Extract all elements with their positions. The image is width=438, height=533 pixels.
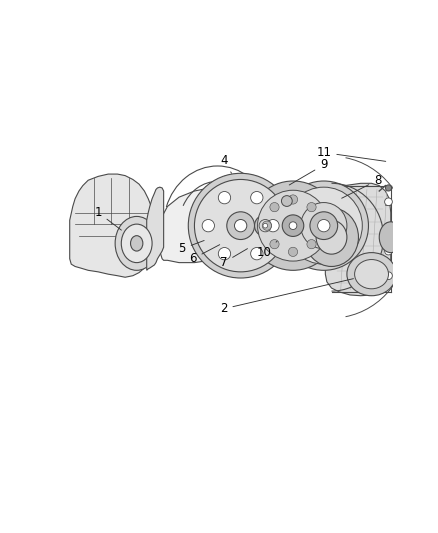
Text: 7: 7 — [220, 248, 247, 269]
Polygon shape — [147, 187, 164, 270]
Ellipse shape — [318, 220, 330, 232]
Text: 8: 8 — [342, 174, 381, 198]
Text: 11: 11 — [316, 146, 386, 161]
Ellipse shape — [202, 220, 215, 232]
Ellipse shape — [288, 195, 298, 204]
Ellipse shape — [385, 247, 392, 255]
Text: 9: 9 — [289, 158, 328, 185]
Ellipse shape — [307, 203, 316, 212]
Ellipse shape — [218, 191, 231, 204]
Ellipse shape — [285, 187, 362, 264]
Polygon shape — [160, 187, 265, 263]
Ellipse shape — [347, 253, 396, 296]
Ellipse shape — [270, 203, 279, 212]
Ellipse shape — [263, 223, 268, 228]
Ellipse shape — [282, 215, 304, 237]
Ellipse shape — [254, 215, 276, 237]
Ellipse shape — [270, 239, 279, 249]
Ellipse shape — [258, 190, 328, 261]
Ellipse shape — [385, 198, 392, 206]
Ellipse shape — [259, 220, 272, 232]
Ellipse shape — [262, 221, 272, 230]
Ellipse shape — [304, 208, 358, 266]
Ellipse shape — [188, 173, 293, 278]
Ellipse shape — [385, 223, 392, 230]
Ellipse shape — [131, 236, 143, 251]
Polygon shape — [325, 183, 391, 296]
Text: 4: 4 — [220, 154, 232, 173]
Ellipse shape — [194, 180, 287, 272]
Ellipse shape — [307, 239, 316, 249]
Ellipse shape — [218, 247, 231, 260]
Ellipse shape — [310, 212, 338, 239]
Ellipse shape — [385, 272, 392, 280]
Ellipse shape — [251, 247, 263, 260]
Ellipse shape — [316, 220, 347, 254]
Ellipse shape — [234, 220, 247, 232]
Text: 1: 1 — [95, 206, 121, 230]
Ellipse shape — [279, 181, 368, 270]
Ellipse shape — [115, 216, 158, 270]
Ellipse shape — [227, 212, 254, 239]
Ellipse shape — [267, 220, 279, 232]
Polygon shape — [70, 174, 155, 277]
Ellipse shape — [385, 185, 392, 191]
Text: 5: 5 — [178, 240, 204, 255]
Text: 10: 10 — [256, 241, 277, 259]
Ellipse shape — [289, 222, 297, 230]
Ellipse shape — [121, 224, 152, 263]
Ellipse shape — [379, 222, 403, 253]
Text: 2: 2 — [220, 279, 353, 316]
Ellipse shape — [282, 196, 292, 206]
Ellipse shape — [301, 203, 347, 249]
Ellipse shape — [288, 247, 298, 256]
Ellipse shape — [314, 221, 324, 230]
Ellipse shape — [251, 191, 263, 204]
Text: 6: 6 — [189, 245, 220, 265]
Ellipse shape — [248, 181, 338, 270]
Ellipse shape — [355, 260, 389, 289]
